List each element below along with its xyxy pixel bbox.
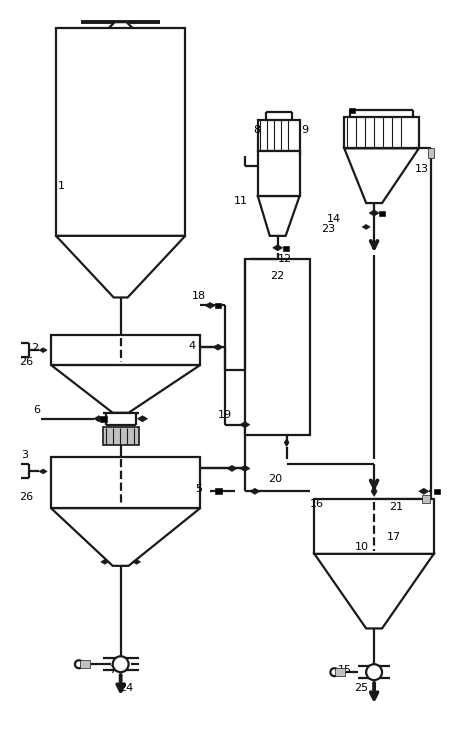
Text: 1: 1 xyxy=(58,182,65,191)
Polygon shape xyxy=(56,236,185,298)
Polygon shape xyxy=(314,554,433,628)
Bar xyxy=(433,489,439,494)
Polygon shape xyxy=(370,486,376,496)
Polygon shape xyxy=(257,196,299,236)
Bar xyxy=(344,116,418,148)
Text: 11: 11 xyxy=(233,196,248,206)
Text: 23: 23 xyxy=(321,224,335,234)
Text: 20: 20 xyxy=(267,474,281,484)
Polygon shape xyxy=(239,422,249,428)
Text: 13: 13 xyxy=(414,164,428,174)
Bar xyxy=(244,259,309,435)
Bar xyxy=(80,660,90,668)
Text: 21: 21 xyxy=(388,503,402,512)
Text: 15: 15 xyxy=(337,665,350,675)
Text: 17: 17 xyxy=(386,532,400,542)
Bar xyxy=(427,148,433,158)
Polygon shape xyxy=(212,344,222,350)
Text: 26: 26 xyxy=(19,492,33,502)
Bar xyxy=(378,211,384,216)
Bar xyxy=(349,108,354,112)
Polygon shape xyxy=(369,210,378,216)
Polygon shape xyxy=(108,22,132,28)
Bar xyxy=(102,427,138,445)
Text: 19: 19 xyxy=(217,410,232,420)
Polygon shape xyxy=(137,416,147,422)
Bar xyxy=(56,28,185,236)
Text: 16: 16 xyxy=(309,500,323,509)
Polygon shape xyxy=(249,488,259,494)
Text: 9: 9 xyxy=(301,124,308,134)
Polygon shape xyxy=(101,560,108,564)
Polygon shape xyxy=(361,224,369,230)
Polygon shape xyxy=(283,439,288,446)
Polygon shape xyxy=(51,365,200,413)
Text: 12: 12 xyxy=(277,254,291,264)
Text: 22: 22 xyxy=(269,271,283,280)
Polygon shape xyxy=(239,466,249,472)
Bar xyxy=(257,152,299,196)
Polygon shape xyxy=(132,560,140,564)
Bar xyxy=(51,457,200,509)
Text: 10: 10 xyxy=(354,542,369,552)
Polygon shape xyxy=(51,509,200,566)
Bar xyxy=(51,335,200,365)
Polygon shape xyxy=(227,466,237,472)
Text: 26: 26 xyxy=(19,357,33,367)
Bar xyxy=(282,246,288,250)
Bar xyxy=(334,668,344,676)
Bar xyxy=(421,495,429,503)
Circle shape xyxy=(330,668,338,676)
Text: 6: 6 xyxy=(33,405,40,415)
Bar xyxy=(100,416,106,422)
Polygon shape xyxy=(39,348,47,352)
Polygon shape xyxy=(205,302,215,308)
Circle shape xyxy=(365,664,381,680)
Text: 24: 24 xyxy=(118,683,132,693)
Polygon shape xyxy=(94,416,104,422)
Text: 18: 18 xyxy=(192,292,206,302)
Circle shape xyxy=(112,656,128,672)
Text: 3: 3 xyxy=(21,449,28,460)
Text: 14: 14 xyxy=(326,214,340,224)
Bar xyxy=(215,488,222,494)
Polygon shape xyxy=(39,469,47,474)
Bar xyxy=(314,500,433,554)
Polygon shape xyxy=(344,148,418,203)
Text: 25: 25 xyxy=(354,683,368,693)
Text: 8: 8 xyxy=(252,124,259,134)
Text: 2: 2 xyxy=(31,344,38,353)
Bar xyxy=(257,119,299,152)
Bar xyxy=(215,304,221,308)
Polygon shape xyxy=(418,488,428,494)
Text: 7: 7 xyxy=(108,665,116,675)
Polygon shape xyxy=(272,244,282,250)
Text: 5: 5 xyxy=(195,484,202,494)
Circle shape xyxy=(75,660,83,668)
Text: 4: 4 xyxy=(188,341,195,351)
